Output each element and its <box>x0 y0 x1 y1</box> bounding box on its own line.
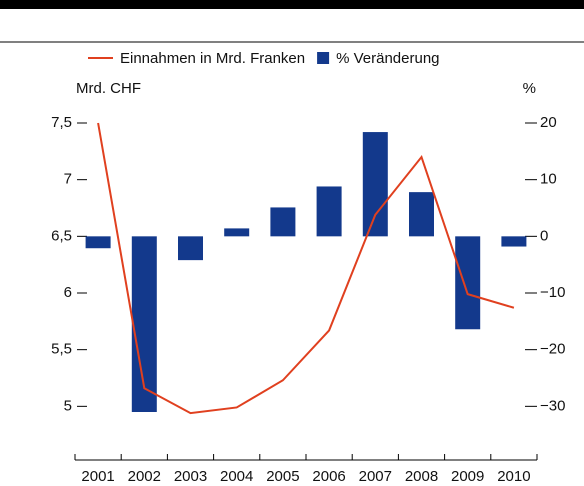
x-tick-label: 2004 <box>220 468 253 485</box>
bar <box>501 236 527 247</box>
bar <box>270 207 296 237</box>
y-tick-label: 7,5 <box>51 114 72 131</box>
y2-tick-label: −20 <box>540 341 565 358</box>
x-tick-label: 2009 <box>451 468 484 485</box>
y-tick-label: 6,5 <box>51 227 72 244</box>
y-tick-label: 6 <box>64 284 72 301</box>
top-rule <box>0 0 584 9</box>
y-tick-label: 5 <box>64 397 72 414</box>
legend-label: Einnahmen in Mrd. Franken <box>120 50 305 67</box>
bar <box>409 192 434 237</box>
line <box>97 122 515 415</box>
y2-tick-label: −30 <box>540 397 565 414</box>
x-tick-label: 2006 <box>312 468 345 485</box>
bar <box>85 236 111 249</box>
y2-axis-label: % <box>523 80 536 97</box>
bar <box>455 236 481 330</box>
bar <box>224 228 250 237</box>
x-tick-label: 2010 <box>497 468 530 485</box>
y2-tick-label: 20 <box>540 114 557 131</box>
legend-swatch <box>317 52 330 64</box>
legend-label: % Veränderung <box>336 50 439 67</box>
bar <box>362 132 388 237</box>
y2-tick-label: 10 <box>540 171 557 188</box>
x-tick-label: 2007 <box>359 468 392 485</box>
x-tick-label: 2001 <box>81 468 114 485</box>
y-axis-label: Mrd. CHF <box>76 80 141 97</box>
y2-tick-label: 0 <box>540 227 548 244</box>
x-tick-label: 2003 <box>174 468 207 485</box>
y-tick-label: 5,5 <box>51 341 72 358</box>
bar <box>178 236 203 261</box>
y2-tick-label: −10 <box>540 284 565 301</box>
x-tick-label: 2002 <box>128 468 161 485</box>
x-tick-label: 2008 <box>405 468 438 485</box>
y-tick-label: 7 <box>64 171 72 188</box>
x-tick-label: 2005 <box>266 468 299 485</box>
bar <box>316 186 342 237</box>
